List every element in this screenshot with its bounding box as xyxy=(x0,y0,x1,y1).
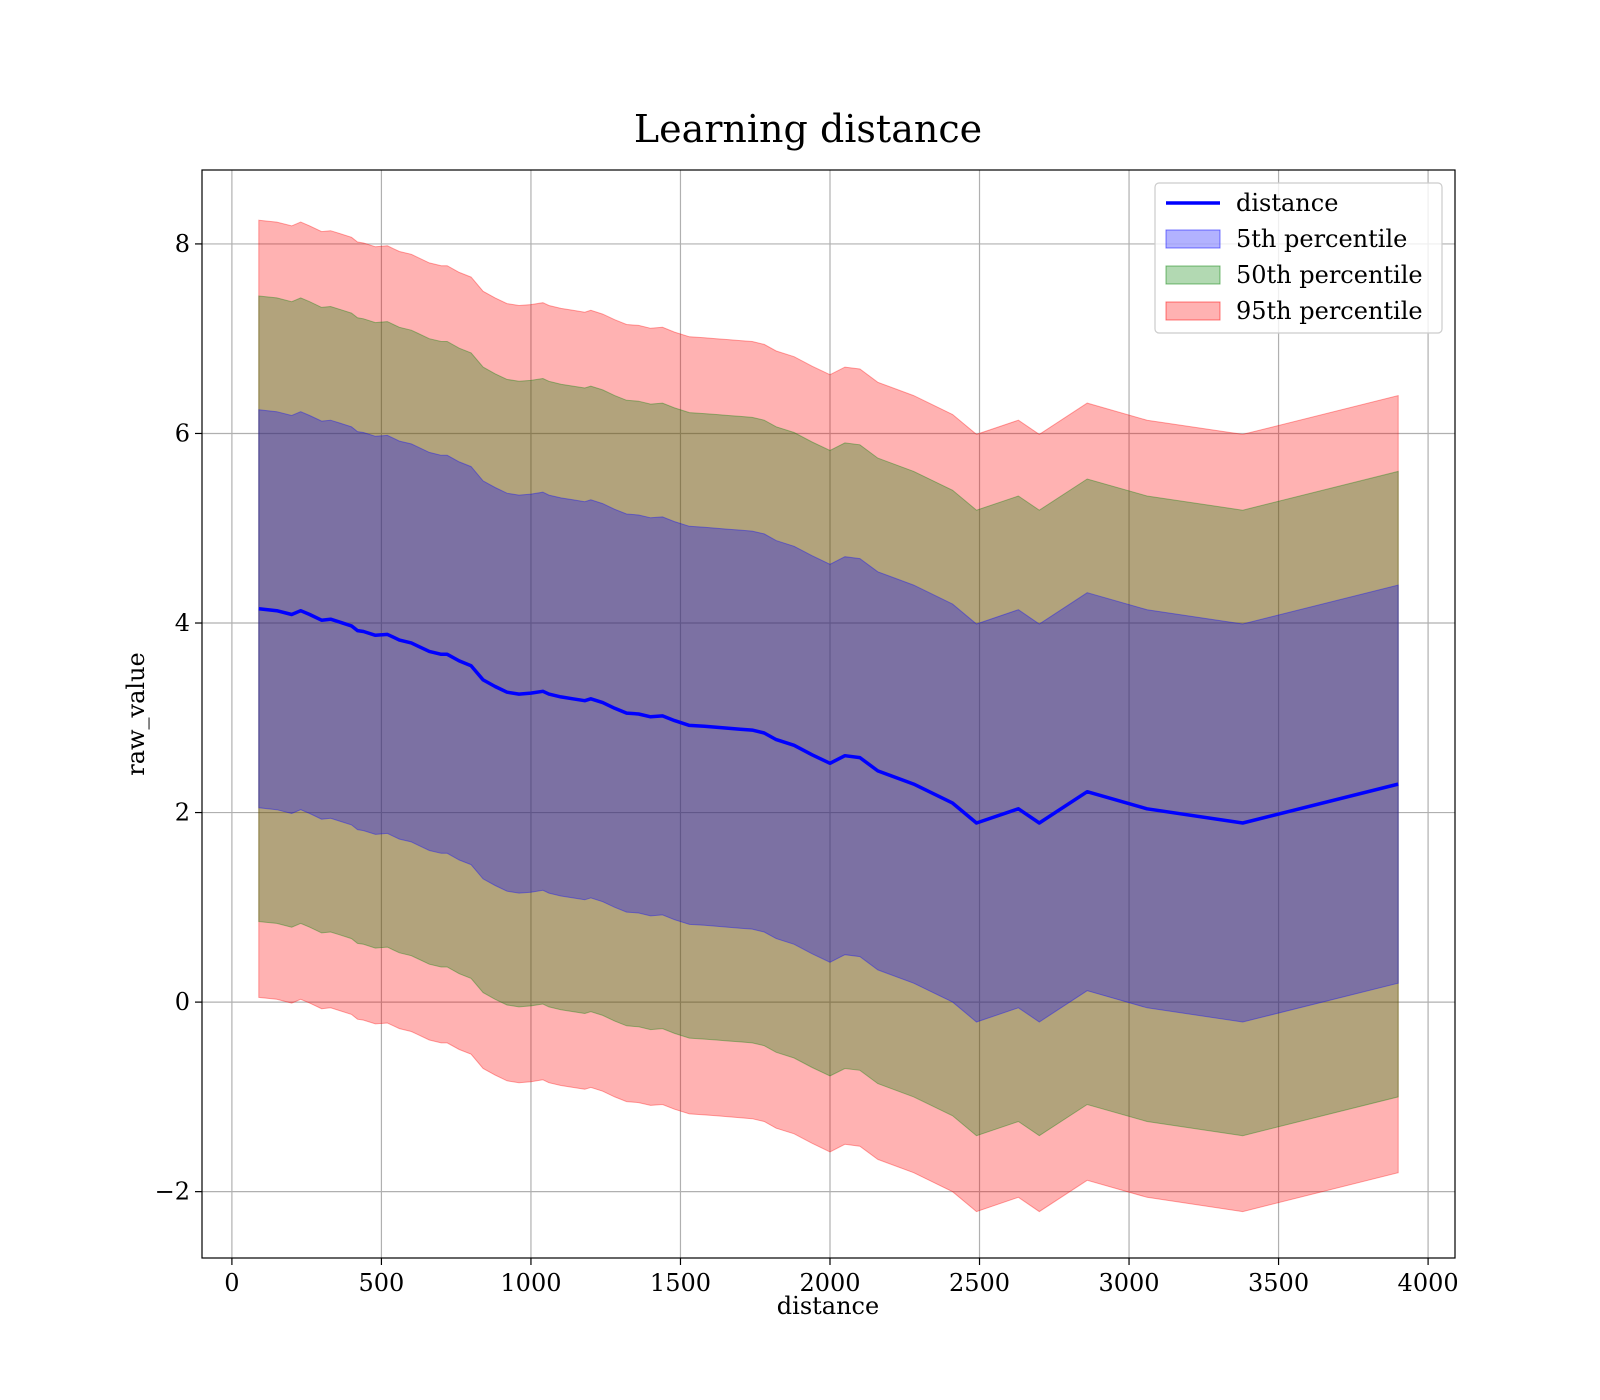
50th-percentile-band xyxy=(258,295,1399,1137)
axis-ticks: 0 500 1000 1500 2000 2500 3000 3500 4000 −2 0 2 4 6 8 xyxy=(155,230,1459,1297)
legend-swatch-patch xyxy=(1165,301,1221,321)
chart-title: Learning distance xyxy=(634,107,982,151)
x-tick-label: 500 xyxy=(359,1269,405,1297)
legend-swatch-patch xyxy=(1165,265,1221,285)
5th-percentile-band xyxy=(258,409,1399,1023)
legend: distance 5th percentile 50th percentile 95t… xyxy=(1154,182,1443,334)
y-tick-label: 0 xyxy=(175,988,190,1016)
x-tick-label: 1500 xyxy=(650,1269,711,1297)
y-tick-label: −2 xyxy=(155,1178,190,1206)
y-axis-label: raw_value xyxy=(122,652,150,776)
x-tick-label: 3500 xyxy=(1248,1269,1309,1297)
x-tick-label: 1000 xyxy=(500,1269,561,1297)
y-tick-label: 6 xyxy=(175,419,190,447)
y-tick-label: 2 xyxy=(175,799,190,827)
95th-percentile-band xyxy=(258,219,1399,1213)
x-tick-label: 2500 xyxy=(949,1269,1010,1297)
y-tick-label: 8 xyxy=(175,230,190,258)
legend-label: 95th percentile xyxy=(1236,297,1423,325)
grid xyxy=(202,170,1455,1258)
x-tick-label: 4000 xyxy=(1398,1269,1459,1297)
series-lines xyxy=(258,607,1399,825)
legend-box xyxy=(1154,182,1443,334)
legend-label: 5th percentile xyxy=(1236,225,1407,253)
x-tick-label: 3000 xyxy=(1099,1269,1160,1297)
legend-label: 50th percentile xyxy=(1236,261,1423,289)
legend-label: distance xyxy=(1236,189,1338,217)
y-tick-label: 4 xyxy=(175,609,190,637)
distance-line xyxy=(258,607,1399,825)
x-tick-label: 2000 xyxy=(799,1269,860,1297)
percentile-bands xyxy=(258,219,1399,1213)
x-tick-label: 0 xyxy=(224,1269,239,1297)
plot-frame xyxy=(201,169,1456,1259)
legend-swatch-patch xyxy=(1165,229,1221,249)
x-axis-label: distance xyxy=(777,1292,879,1320)
